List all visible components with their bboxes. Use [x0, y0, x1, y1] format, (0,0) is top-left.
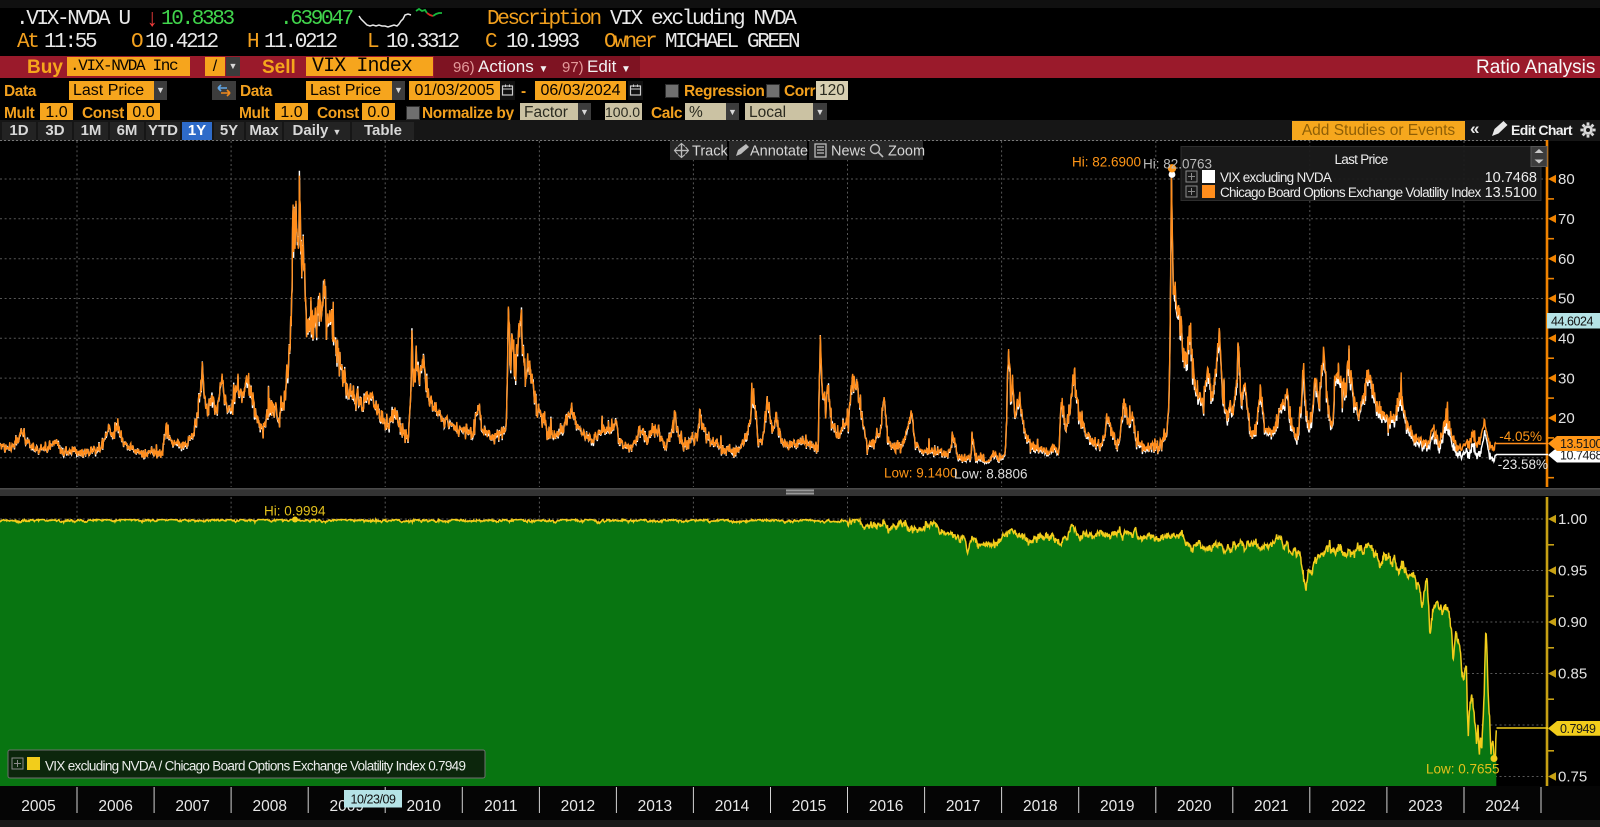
svg-text:44.6024: 44.6024	[1551, 315, 1594, 329]
svg-text:10.7468: 10.7468	[1485, 170, 1537, 186]
svg-text:Track: Track	[692, 144, 728, 160]
svg-text:2016: 2016	[869, 798, 903, 815]
svg-text:2017: 2017	[946, 798, 980, 815]
svg-text:70: 70	[1558, 211, 1575, 228]
svg-text:0.90: 0.90	[1558, 614, 1587, 631]
svg-text:10.7468: 10.7468	[1560, 449, 1600, 463]
svg-text:2007: 2007	[175, 798, 209, 815]
svg-text:40: 40	[1558, 331, 1575, 348]
svg-text:80: 80	[1558, 171, 1575, 188]
svg-text:2018: 2018	[1023, 798, 1057, 815]
svg-text:0.95: 0.95	[1558, 563, 1587, 580]
svg-text:VIX excluding NVDA / Chicago B: VIX excluding NVDA / Chicago Board Optio…	[45, 759, 465, 774]
svg-text:60: 60	[1558, 251, 1575, 268]
svg-text:10/23/09: 10/23/09	[350, 793, 396, 807]
svg-text:2008: 2008	[252, 798, 286, 815]
svg-text:2019: 2019	[1100, 798, 1134, 815]
svg-text:2010: 2010	[407, 798, 442, 815]
svg-text:Hi: 0.9994: Hi: 0.9994	[264, 504, 326, 519]
svg-text:0.7949: 0.7949	[1560, 722, 1596, 736]
svg-text:30: 30	[1558, 370, 1575, 387]
svg-text:2022: 2022	[1331, 798, 1365, 815]
svg-text:2005: 2005	[21, 798, 55, 815]
svg-text:1.00: 1.00	[1558, 511, 1587, 528]
svg-text:Low: 9.1400: Low: 9.1400	[884, 466, 958, 481]
svg-text:-4.05%: -4.05%	[1499, 429, 1542, 444]
svg-text:2015: 2015	[792, 798, 826, 815]
svg-text:50: 50	[1558, 291, 1575, 308]
svg-text:2014: 2014	[715, 798, 750, 815]
svg-text:13.5100: 13.5100	[1485, 185, 1537, 201]
svg-text:-23.58%: -23.58%	[1498, 457, 1548, 472]
svg-text:Annotate: Annotate	[750, 144, 808, 160]
svg-text:2006: 2006	[98, 798, 132, 815]
svg-text:2013: 2013	[638, 798, 672, 815]
svg-text:Hi: 82.6900: Hi: 82.6900	[1072, 155, 1141, 170]
svg-text:2024: 2024	[1485, 798, 1520, 815]
svg-text:13.5100: 13.5100	[1560, 437, 1600, 451]
svg-text:Chicago Board Options Exchange: Chicago Board Options Exchange Volatilit…	[1220, 185, 1481, 200]
svg-text:0.75: 0.75	[1558, 769, 1587, 786]
svg-text:Low: 0.7655: Low: 0.7655	[1426, 762, 1500, 777]
svg-text:2023: 2023	[1408, 798, 1442, 815]
svg-text:2020: 2020	[1177, 798, 1212, 815]
svg-text:Last Price: Last Price	[1334, 152, 1387, 167]
svg-text:VIX excluding NVDA: VIX excluding NVDA	[1220, 170, 1332, 185]
svg-text:0.85: 0.85	[1558, 666, 1587, 683]
svg-text:Zoom: Zoom	[888, 144, 925, 160]
svg-text:2021: 2021	[1254, 798, 1288, 815]
svg-text:News: News	[831, 144, 867, 160]
svg-text:Hi: 82.0763: Hi: 82.0763	[1143, 157, 1212, 172]
svg-text:2012: 2012	[561, 798, 595, 815]
svg-text:2011: 2011	[484, 798, 517, 815]
svg-text:20: 20	[1558, 410, 1575, 427]
svg-text:Low: 8.8806: Low: 8.8806	[954, 467, 1028, 482]
